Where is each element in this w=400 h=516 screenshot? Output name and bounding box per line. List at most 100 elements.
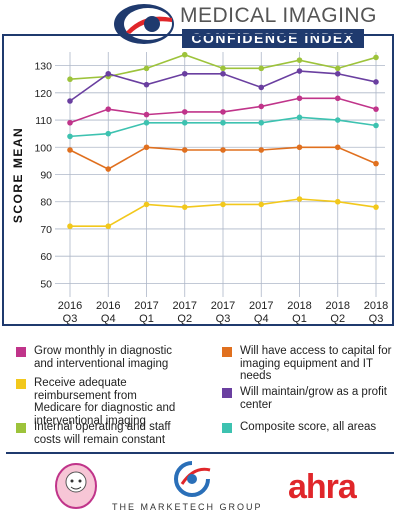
data-point xyxy=(296,114,303,121)
data-point xyxy=(258,147,265,153)
data-point xyxy=(67,119,73,126)
x-tick-year: 2017 xyxy=(134,300,158,312)
data-point xyxy=(220,147,226,153)
data-point xyxy=(296,57,303,63)
data-point xyxy=(334,95,341,102)
data-point xyxy=(220,119,226,126)
data-point xyxy=(143,144,150,151)
legend-item: Internal operating and staff costs will … xyxy=(16,421,186,446)
legend-swatch xyxy=(16,347,26,357)
legend-label: Will maintain/grow as a profit center xyxy=(240,386,387,411)
data-point xyxy=(296,196,303,202)
data-point xyxy=(143,81,150,88)
data-point xyxy=(220,65,226,72)
legend-item: Will have access to capital for imaging … xyxy=(222,345,392,383)
x-tick-year: 2017 xyxy=(173,300,197,312)
data-point xyxy=(181,119,188,126)
data-point xyxy=(258,103,265,110)
y-tick-label: 100 xyxy=(34,142,52,154)
data-point xyxy=(220,109,226,115)
x-tick-quarter: Q1 xyxy=(292,313,307,325)
y-tick-label: 60 xyxy=(40,251,52,263)
legend-item: Will maintain/grow as a profit center xyxy=(222,386,392,411)
data-point xyxy=(181,204,188,210)
tick-layer: 50607080901001101201302016Q32016Q42017Q1… xyxy=(34,61,388,325)
title-line-1: MEDICAL IMAGING xyxy=(180,4,377,27)
y-tick-label: 50 xyxy=(40,278,52,290)
data-point xyxy=(143,65,150,72)
legend-item: Grow monthly in diagnostic and intervent… xyxy=(16,345,186,370)
data-point xyxy=(373,106,379,112)
legend-swatch xyxy=(222,423,232,433)
data-point xyxy=(105,130,112,137)
data-point xyxy=(373,160,379,167)
mascot-logo-icon xyxy=(55,463,97,509)
grid-layer xyxy=(55,52,385,297)
footer-divider xyxy=(6,452,394,454)
data-point xyxy=(296,95,303,102)
legend-label: Internal operating and staff costs will … xyxy=(34,421,171,446)
x-tick-quarter: Q1 xyxy=(139,313,154,325)
chart-frame xyxy=(2,34,394,326)
y-tick-label: 120 xyxy=(34,88,52,100)
data-point xyxy=(258,119,265,126)
data-point xyxy=(181,147,188,153)
data-point xyxy=(373,54,379,61)
legend-swatch xyxy=(222,347,232,357)
marketech-logo-icon xyxy=(174,461,211,497)
data-point xyxy=(334,70,341,77)
data-point xyxy=(258,65,265,72)
data-point xyxy=(143,201,150,208)
data-point xyxy=(334,65,341,72)
legend-swatch xyxy=(222,388,232,398)
data-point xyxy=(67,76,73,83)
data-point xyxy=(105,106,112,112)
data-point xyxy=(220,70,226,77)
data-point xyxy=(373,122,379,129)
x-tick-quarter: Q4 xyxy=(101,313,116,325)
data-point xyxy=(258,84,265,91)
legend-label: Will have access to capital for imaging … xyxy=(240,345,392,382)
data-point xyxy=(181,70,188,77)
x-tick-year: 2018 xyxy=(364,300,388,312)
legend-label: Grow monthly in diagnostic and intervent… xyxy=(34,345,173,370)
legend-item: Composite score, all areas xyxy=(222,421,392,434)
data-point xyxy=(105,166,112,172)
y-tick-label: 130 xyxy=(34,61,52,73)
data-point xyxy=(373,204,379,210)
data-point xyxy=(67,98,73,104)
x-tick-year: 2018 xyxy=(287,300,311,312)
data-point xyxy=(67,147,73,153)
data-point xyxy=(258,201,265,208)
x-tick-quarter: Q3 xyxy=(369,313,384,325)
x-tick-year: 2018 xyxy=(326,300,350,312)
y-tick-label: 110 xyxy=(35,115,52,127)
y-tick-label: 70 xyxy=(40,224,52,236)
x-tick-quarter: Q2 xyxy=(330,313,345,325)
x-tick-quarter: Q3 xyxy=(216,313,231,325)
legend-swatch xyxy=(16,423,26,433)
data-point xyxy=(143,111,150,118)
ahra-logo: ahra xyxy=(288,468,357,506)
x-tick-year: 2017 xyxy=(249,300,273,312)
y-tick-label: 90 xyxy=(40,170,52,182)
data-point xyxy=(143,119,150,126)
data-point xyxy=(334,117,341,123)
data-point xyxy=(220,201,226,208)
data-point xyxy=(334,144,341,151)
x-tick-year: 2016 xyxy=(96,300,120,312)
data-point xyxy=(67,133,73,140)
legend: Grow monthly in diagnostic and intervent… xyxy=(0,335,400,447)
data-point xyxy=(296,144,303,151)
x-tick-quarter: Q2 xyxy=(177,313,192,325)
data-point xyxy=(67,223,73,230)
data-point xyxy=(373,79,379,85)
data-point xyxy=(334,198,341,205)
data-point xyxy=(296,68,303,74)
legend-label: Receive adequate reimbursement from Medi… xyxy=(34,377,176,427)
x-tick-quarter: Q3 xyxy=(63,313,78,325)
legend-item: Receive adequate reimbursement from Medi… xyxy=(16,377,186,427)
data-point xyxy=(181,109,188,115)
marketech-text: THE MARKETECH GROUP xyxy=(112,502,263,512)
data-point xyxy=(105,223,112,230)
